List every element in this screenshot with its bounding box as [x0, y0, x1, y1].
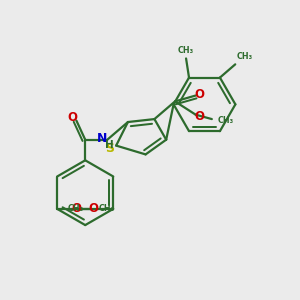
Text: O: O — [194, 88, 204, 100]
Text: O: O — [195, 110, 205, 123]
Text: CH₃: CH₃ — [99, 204, 115, 213]
Text: N: N — [97, 132, 107, 145]
Text: O: O — [89, 202, 99, 215]
Text: O: O — [72, 202, 82, 215]
Text: H: H — [105, 140, 114, 150]
Text: CH₃: CH₃ — [237, 52, 253, 62]
Text: CH₃: CH₃ — [68, 204, 84, 213]
Text: CH₃: CH₃ — [178, 46, 194, 55]
Text: CH₃: CH₃ — [217, 116, 233, 125]
Text: S: S — [105, 142, 114, 155]
Text: O: O — [67, 110, 77, 124]
